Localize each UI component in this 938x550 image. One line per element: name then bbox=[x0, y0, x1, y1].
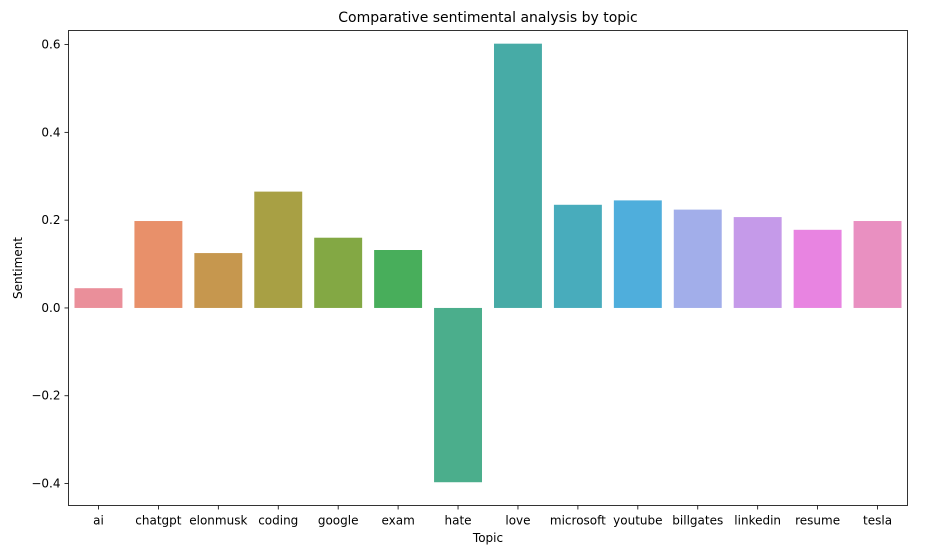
x-tick-label-tesla: tesla bbox=[863, 514, 892, 528]
y-axis: −0.4 −0.2 0.0 0.2 0.4 0.6 bbox=[31, 38, 69, 491]
x-tick-label-exam: exam bbox=[381, 514, 414, 528]
x-tick-label-elonmusk: elonmusk bbox=[189, 514, 247, 528]
bar-love bbox=[493, 43, 542, 308]
y-axis-label: Sentiment bbox=[11, 237, 25, 299]
bars bbox=[74, 43, 902, 483]
x-axis-label: Topic bbox=[472, 531, 503, 545]
x-tick-label-billgates: billgates bbox=[672, 514, 723, 528]
bar-exam bbox=[374, 250, 423, 308]
y-tick-label: 0.2 bbox=[41, 213, 60, 227]
x-tick-label-resume: resume bbox=[795, 514, 840, 528]
bar-chatgpt bbox=[134, 221, 183, 308]
bar-youtube bbox=[613, 200, 662, 308]
bar-linkedin bbox=[733, 217, 782, 308]
bar-microsoft bbox=[553, 204, 602, 308]
bar-hate bbox=[434, 307, 483, 483]
bar-billgates bbox=[673, 209, 722, 308]
bar-google bbox=[314, 237, 363, 308]
bar-ai bbox=[74, 288, 123, 308]
x-tick-label-ai: ai bbox=[93, 514, 104, 528]
chart-title: Comparative sentimental analysis by topi… bbox=[338, 10, 637, 26]
x-tick-label-microsoft: microsoft bbox=[550, 514, 606, 528]
x-tick-label-youtube: youtube bbox=[613, 514, 662, 528]
x-tick-label-hate: hate bbox=[445, 514, 472, 528]
x-tick-label-google: google bbox=[318, 514, 359, 528]
x-axis: ai chatgpt elonmusk coding google exam hate lov… bbox=[93, 505, 892, 528]
bar-coding bbox=[254, 191, 303, 308]
y-tick-label: 0.4 bbox=[41, 125, 60, 139]
bar-tesla bbox=[853, 221, 902, 308]
y-tick-label: −0.2 bbox=[31, 389, 60, 403]
x-tick-label-coding: coding bbox=[258, 514, 298, 528]
x-tick-label-chatgpt: chatgpt bbox=[135, 514, 181, 528]
y-tick-label: 0.6 bbox=[41, 38, 60, 52]
bar-resume bbox=[793, 229, 842, 308]
x-tick-label-love: love bbox=[505, 514, 530, 528]
y-tick-label: 0.0 bbox=[41, 301, 60, 315]
x-tick-label-linkedin: linkedin bbox=[734, 514, 781, 528]
bar-elonmusk bbox=[194, 253, 243, 308]
plot-area-frame bbox=[68, 30, 908, 506]
y-tick-label: −0.4 bbox=[31, 477, 60, 491]
